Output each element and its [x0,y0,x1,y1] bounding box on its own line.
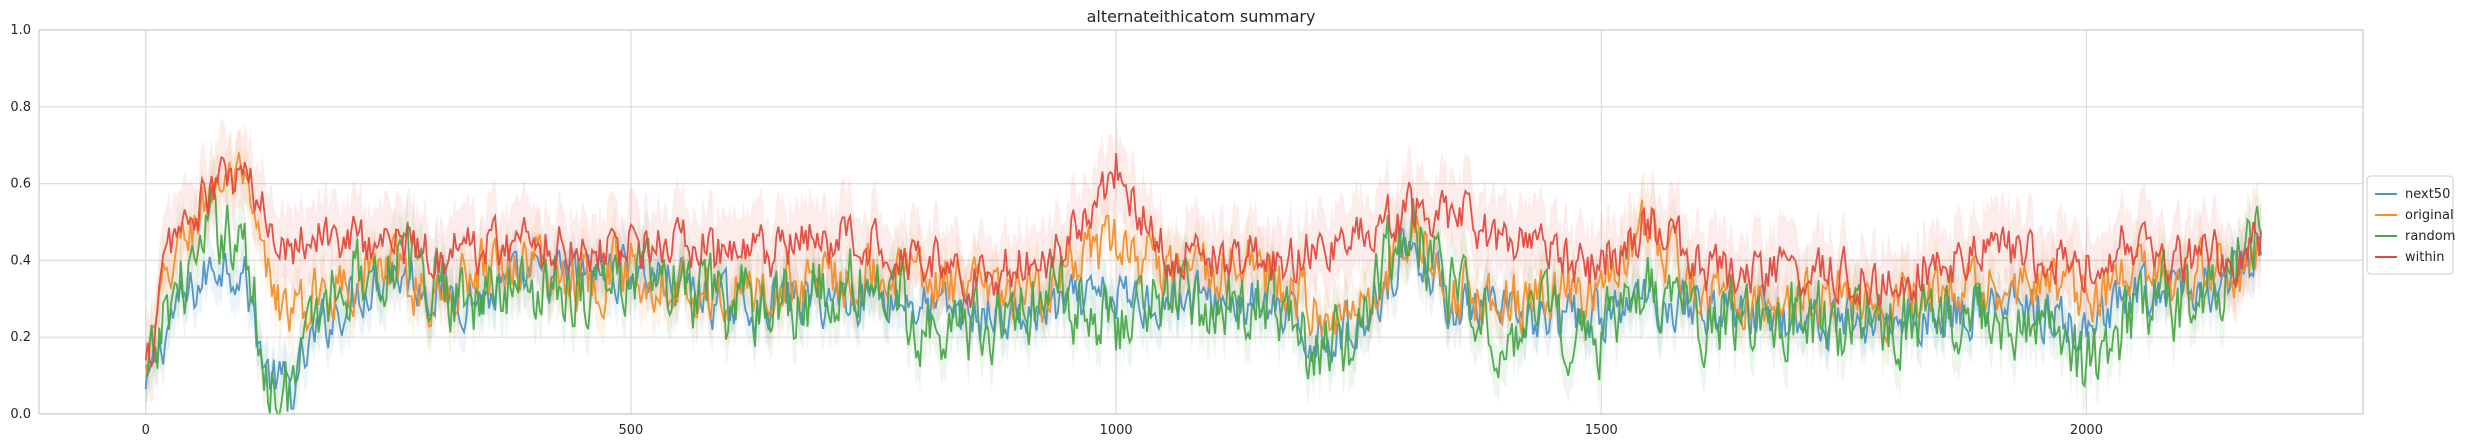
y-tick-label: 1.0 [10,23,31,38]
series-line-original [144,152,2262,376]
plot-area [39,30,2363,414]
legend-box [2366,175,2454,275]
x-tick-label: 500 [619,423,644,438]
x-tick-label: 0 [142,423,150,438]
series-line-next50 [144,226,2262,410]
tick-labels: 0 500 1000 1500 2000 0.0 0.2 0.4 0.6 0.8 1.0 [10,23,2103,438]
plot-background [39,30,2363,414]
series-line-within [144,152,2262,368]
band-next50 [145,205,2262,414]
legend-label-original: original [2405,208,2454,223]
series-lines [144,152,2262,415]
y-tick-label: 0.4 [10,253,31,268]
series-line-random [145,181,2262,415]
legend-label-within: within [2405,250,2444,265]
legend: next50 original random within [2366,175,2455,275]
y-tick-label: 0.2 [10,330,31,345]
y-tick-label: 0.6 [10,177,31,192]
legend-label-random: random [2405,229,2455,244]
x-tick-label: 2000 [2070,423,2103,438]
chart-title: alternateithicatom summary [1087,7,1316,26]
x-tick-label: 1500 [1585,423,1618,438]
x-tick-label: 1000 [1100,423,1133,438]
y-tick-label: 0.0 [10,407,31,422]
band-original [145,125,2262,402]
y-tick-label: 0.8 [10,100,31,115]
legend-label-next50: next50 [2405,187,2450,202]
plot-border [38,29,2364,415]
plot-frame [38,29,2364,415]
